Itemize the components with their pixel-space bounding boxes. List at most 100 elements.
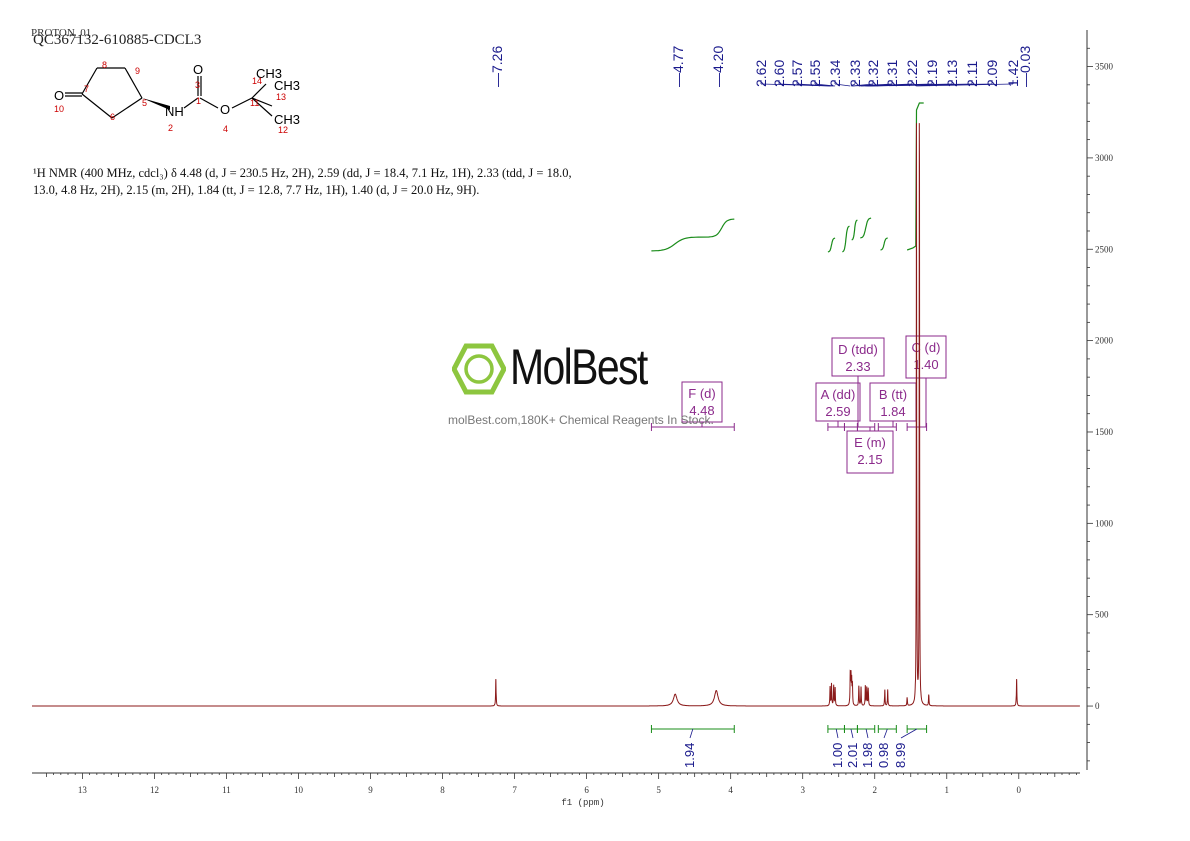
multiplet-boxes: F (d) 4.48 A (dd) 2.59 D (tdd) 2.33 E (m) 2.15 B…: [650, 335, 947, 474]
x-tick-label: 10: [294, 785, 304, 795]
integral-value: 8.99: [893, 725, 928, 768]
multiplet-label: E (m): [854, 435, 886, 450]
mol-atom-nh: NH: [165, 104, 184, 119]
x-tick-label: 5: [656, 785, 661, 795]
peak-label-text: 1.42: [1005, 60, 1021, 87]
peak-label-text: 2.55: [807, 60, 823, 87]
multiplet-F: F (d) 4.48: [650, 381, 735, 431]
integral-value: 0.98: [876, 725, 897, 768]
integral-curve: [906, 102, 924, 251]
integral-value-text: 0.98: [876, 743, 891, 768]
peak-label-text: —7.26: [489, 46, 505, 87]
peak-label-text: 2.62: [753, 60, 769, 87]
peak-label-text: 2.60: [771, 60, 787, 87]
integral-value: 1.98: [856, 725, 876, 768]
mol-atom-o4: O: [220, 102, 230, 117]
svg-text:9: 9: [135, 66, 140, 76]
x-tick-label: 1: [944, 785, 949, 795]
peak-label-text: —0.03: [1017, 46, 1033, 87]
integral-curve: [827, 237, 836, 253]
svg-text:13: 13: [276, 92, 286, 102]
peak-label: —4.77: [670, 46, 686, 87]
svg-text:2: 2: [168, 123, 173, 133]
svg-text:11: 11: [250, 98, 259, 108]
peak-label: 2.34: [827, 60, 851, 87]
peak-label-text: 2.34: [827, 60, 843, 87]
mol-ch3-13: CH3: [274, 78, 300, 93]
integral-values: 1.94 1.00 2.01 1.98 0.98 8.99: [650, 725, 928, 768]
integral-curve: [880, 237, 888, 251]
y-tick-label: 3500: [1095, 62, 1114, 72]
peak-label-text: 2.11: [964, 61, 980, 87]
multiplet-E: E (m) 2.15: [846, 423, 894, 474]
sample-title: QC367132-610885-CDCL3: [33, 32, 202, 48]
multiplet-shift: 2.15: [857, 452, 882, 467]
multiplet-B: B (tt) 1.84: [869, 382, 917, 431]
y-tick-label: 1500: [1095, 427, 1114, 437]
x-tick-label: 4: [728, 785, 733, 795]
svg-text:7: 7: [84, 84, 89, 94]
svg-text:5: 5: [142, 98, 147, 108]
axes: 13 12 11 10 9 8 7 6 5 4 3 2 1 0f1 (ppm)05001000150020…: [32, 30, 1114, 808]
integral-value-text: 1.94: [682, 743, 697, 768]
x-tick-label: 9: [368, 785, 373, 795]
multiplet-label: F (d): [688, 386, 715, 401]
multiplet-shift: 2.33: [845, 359, 870, 374]
multiplet-C: C (d)1.40: [905, 335, 947, 431]
x-tick-label: 7: [512, 785, 517, 795]
svg-text:4: 4: [223, 124, 228, 134]
y-tick-label: 0: [1095, 701, 1100, 711]
multiplet-shift: 2.59: [825, 404, 850, 419]
mol-atom-o3: O: [193, 62, 203, 77]
peak-label: 2.33: [847, 60, 863, 87]
brand-logo: MolBest: [510, 339, 648, 395]
integral-curves: [651, 102, 924, 253]
y-tick-label: 3000: [1095, 153, 1114, 163]
mol-ch3-12: CH3: [274, 112, 300, 127]
y-tick-label: 2000: [1095, 336, 1114, 346]
peak-label-text: 2.19: [924, 60, 940, 87]
multiplet-shift: 4.48: [689, 403, 714, 418]
nmr-summary: ¹H NMR (400 MHz, cdcl₃) δ 4.48 (d, J = 2…: [33, 166, 572, 197]
mol-atom-o: O: [54, 88, 64, 103]
integral-value-text: 1.98: [860, 743, 875, 768]
x-axis-label: f1 (ppm): [561, 798, 604, 808]
svg-text:14: 14: [252, 76, 262, 86]
peak-label-text: 2.13: [944, 60, 960, 87]
peak-label: 2.57: [789, 60, 834, 87]
peak-label-text: 2.31: [884, 60, 900, 87]
peak-labels: —7.26 —4.77 —4.20 2.62 2.60 2.57 2.55 2.34 2.33 2…: [489, 46, 1033, 87]
svg-text:10: 10: [54, 104, 64, 114]
integral-curve: [842, 225, 850, 253]
peak-label-text: 2.57: [789, 60, 805, 87]
x-tick-label: 13: [78, 785, 88, 795]
proton-label: PROTON_01: [31, 27, 92, 39]
multiplet-shift: 1.84: [880, 404, 905, 419]
integral-value-text: 8.99: [893, 743, 908, 768]
integral-curve: [851, 219, 858, 241]
integral-curve: [860, 217, 872, 239]
peak-label: 1.42: [916, 60, 1021, 87]
peak-label: —0.03: [1017, 46, 1033, 87]
peak-label-text: —4.20: [710, 46, 726, 87]
y-tick-label: 500: [1095, 610, 1109, 620]
svg-text:12: 12: [278, 125, 288, 135]
x-tick-label: 6: [584, 785, 589, 795]
integral-curve: [651, 218, 735, 252]
svg-text:1: 1: [196, 96, 201, 106]
svg-text:3: 3: [195, 80, 200, 90]
spectrum-line: [32, 123, 1080, 707]
x-tick-label: 0: [1017, 785, 1022, 795]
integral-value: 1.94: [650, 725, 735, 768]
y-tick-label: 1000: [1095, 518, 1114, 528]
mol-ch3-14: CH3: [256, 66, 282, 81]
integral-value-text: 1.00: [830, 743, 845, 768]
multiplet-D: D (tdd) 2.33: [831, 337, 885, 431]
multiplet-label: D (tdd): [838, 342, 878, 357]
x-tick-label: 8: [440, 785, 445, 795]
peak-label-text: 2.09: [984, 60, 1000, 87]
molecule-structure: O NH O O CH3 CH3 CH3 8 9 10 7 5 6 3 1 2 …: [54, 60, 300, 135]
peak-label-text: 2.22: [904, 60, 920, 87]
peak-label: —4.20: [710, 46, 726, 87]
